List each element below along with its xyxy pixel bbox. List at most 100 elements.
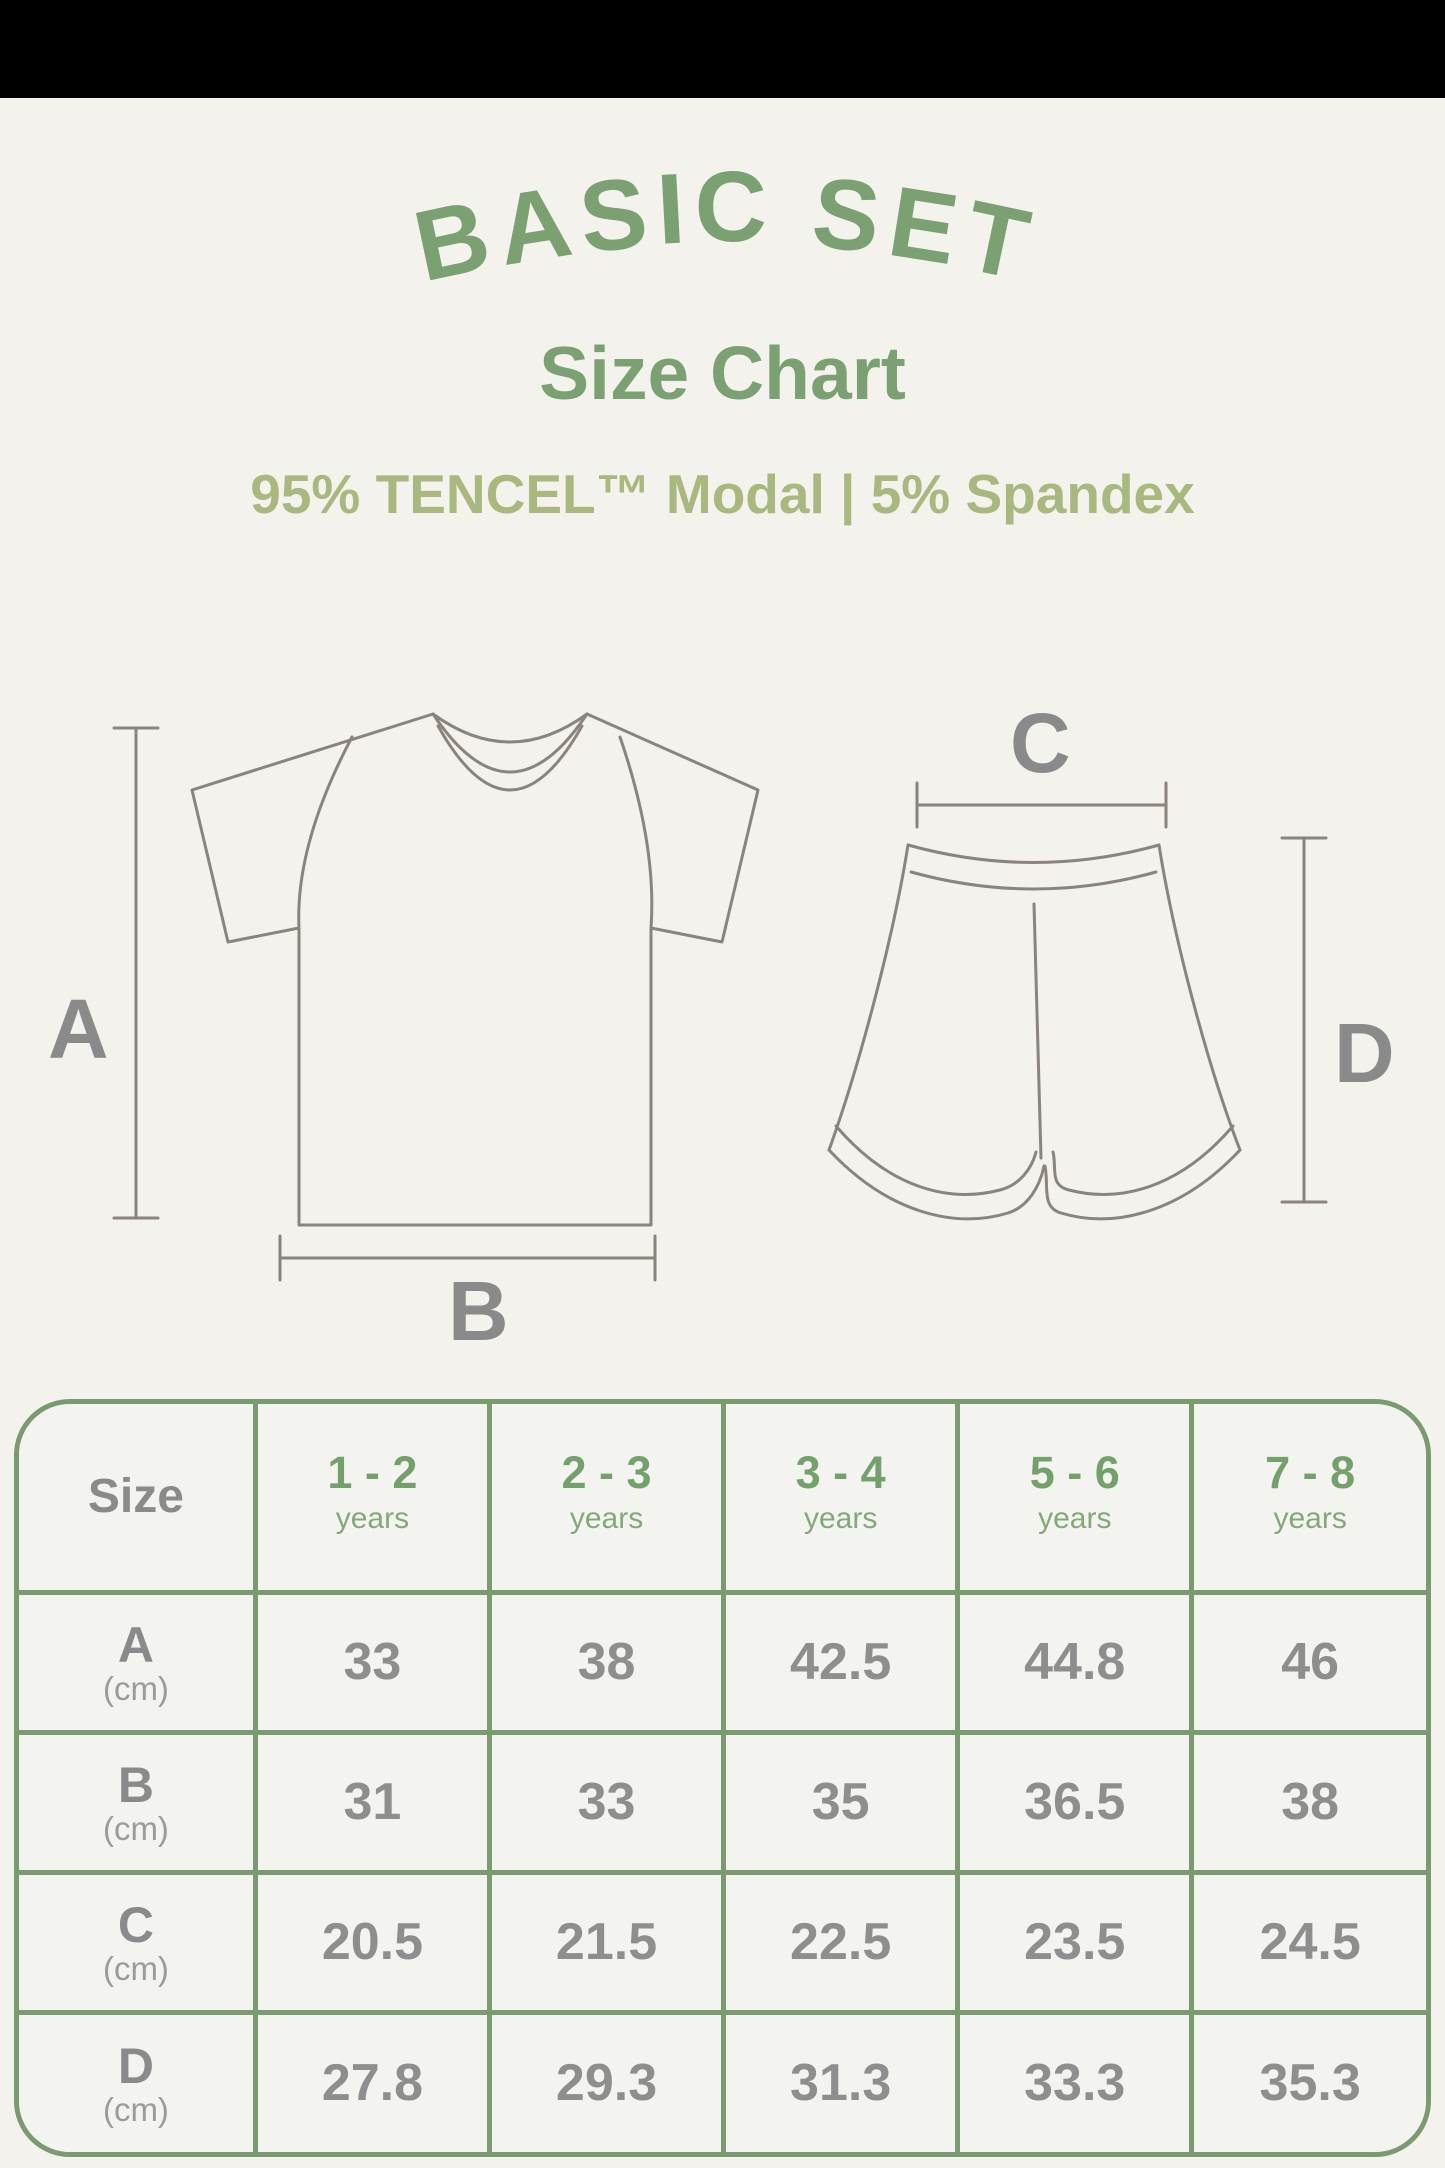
age-header-stack: 5 - 6 years [960,1448,1189,1534]
measurement-value: 36.5 [1024,1773,1126,1831]
shorts-hem-right-outer [1043,1148,1242,1221]
age-unit-label: years [569,1501,644,1535]
measurement-value-cell: 35.3 [1189,2009,1426,2152]
tshirt-armhole-seam-right [618,735,654,930]
label-c: C [1010,696,1071,790]
measurement-value: 33.3 [1024,2054,1126,2113]
label-d: D [1334,1006,1395,1100]
measurement-value: 31 [343,1773,402,1831]
measurement-value: 38 [1281,1773,1340,1831]
measurement-value-cell: 24.5 [1189,1869,1426,2015]
label-a: A [48,982,109,1076]
measurement-value-cell: 31.3 [721,2009,961,2152]
measurement-value: 44.8 [1024,1633,1126,1691]
age-unit-label: years [335,1501,410,1535]
shorts-side-left [827,843,910,1152]
measurement-value: 42.5 [790,1633,892,1691]
measurement-value-cell: 35 [721,1729,961,1875]
measurement-value: 23.5 [1024,1913,1126,1971]
measurement-row-c: C (cm) 20.5 21.5 22.5 23.5 24.5 [19,1869,1426,2015]
tshirt-collar-band-inner [436,724,584,792]
measurement-value: 46 [1281,1633,1340,1691]
measurement-value-cell: 33 [252,1589,492,1735]
measurement-value: 31.3 [790,2054,892,2113]
measurement-letter: C [117,1896,154,1953]
age-unit-label: years [1273,1501,1347,1535]
measurement-value: 35.3 [1259,2054,1361,2113]
age-header-stack: 7 - 8 years [1194,1448,1426,1534]
measurement-unit: (cm) [102,1669,169,1707]
label-b: B [448,1264,509,1358]
title-letter: T [955,179,1041,302]
top-black-bar [0,0,1445,98]
shorts-side-right [1157,843,1242,1152]
measurement-value: 20.5 [321,1913,424,1971]
measurement-lines [112,726,1328,1282]
title-letter: A [489,164,581,288]
shorts-waistband-bottom [909,870,1158,891]
garment-measurement-diagram: A B C D [48,696,1395,1358]
title-letter: C [694,151,769,263]
measurement-value-cell: 44.8 [955,1589,1195,1735]
measurement-value: 35 [811,1773,870,1831]
title-letter: S [574,156,655,275]
shorts-hem-right-inner [1051,1124,1235,1196]
measurement-value-cell: 36.5 [955,1729,1195,1875]
measurement-row-b: B (cm) 31 33 35 36.5 38 [19,1729,1426,1875]
title-letter: E [881,165,967,287]
age-unit-label: years [1038,1501,1112,1535]
size-header-cell: Size [19,1404,258,1595]
measurement-row-header: A (cm) [19,1589,258,1735]
age-header-stack: 2 - 3 years [492,1448,721,1534]
measurement-value-cell: 33 [486,1729,727,1875]
measurement-value: 29.3 [555,2054,658,2113]
age-column-header: 1 - 2 years [252,1404,492,1595]
measurement-value-cell: 22.5 [721,1869,961,2015]
age-column-header: 3 - 4 years [721,1404,961,1595]
measurement-value: 22.5 [790,1913,892,1971]
age-unit-label: years [803,1501,878,1535]
measurement-value-cell: 33.3 [955,2009,1195,2152]
tshirt-collar-band-outer [431,712,589,774]
shorts-center-seam [1032,902,1043,1160]
measurement-value-cell: 29.3 [486,2009,727,2152]
measurement-value: 33 [577,1773,636,1831]
age-range-label: 3 - 4 [795,1447,886,1498]
age-header-stack: 1 - 2 years [258,1448,487,1534]
measurement-value-cell: 31 [252,1729,492,1875]
fabric-composition-text: 95% TENCEL™ Modal | 5% Spandex [250,463,1195,525]
size-header-label: Size [87,1470,184,1524]
measurement-row-header: C (cm) [19,1869,258,2015]
measurement-value-cell: 42.5 [721,1589,961,1735]
measurement-value-cell: 38 [1189,1729,1426,1875]
measurement-value-cell: 46 [1189,1589,1426,1735]
measurement-row-d: D (cm) 27.8 29.3 31.3 33.3 35.3 [19,2009,1426,2152]
tshirt-armhole-seam-left [297,735,354,930]
age-column-header: 5 - 6 years [955,1404,1195,1595]
measurement-value-cell: 38 [486,1589,727,1735]
shorts-outline-drawing [827,843,1242,1221]
title-letter: I [653,152,690,266]
tshirt-body [190,712,760,1227]
age-column-header: 2 - 3 years [486,1404,727,1595]
age-range-label: 2 - 3 [561,1447,652,1498]
measurement-letter: A [117,1616,154,1673]
shorts-hem-left-inner [834,1124,1038,1196]
shorts-hem-left-outer [827,1148,1046,1221]
measurement-value: 24.5 [1259,1913,1361,1971]
measurement-row-header: B (cm) [19,1729,258,1875]
age-column-header: 7 - 8 years [1189,1404,1426,1595]
measurement-value-cell: 21.5 [486,1869,727,2015]
age-range-label: 5 - 6 [1029,1447,1120,1498]
measurement-value: 27.8 [321,2054,424,2113]
shorts-waist-top [906,843,1161,864]
tshirt-outline-drawing [190,712,760,1227]
measurement-letter: B [117,1756,154,1813]
page-subtitle: Size Chart [539,331,906,415]
measurement-letter: D [117,2037,154,2094]
